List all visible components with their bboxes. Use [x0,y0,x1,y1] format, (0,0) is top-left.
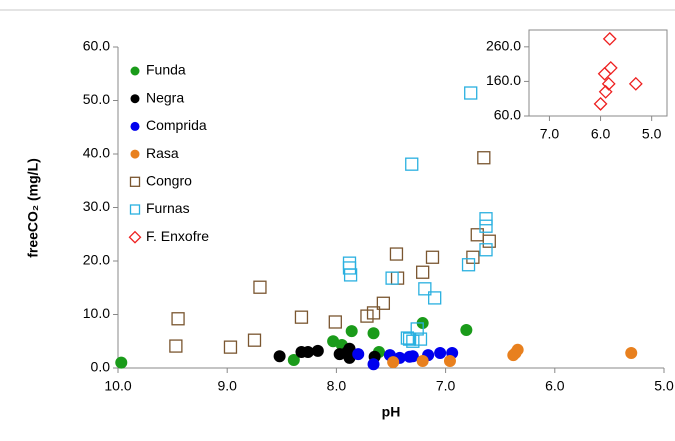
y-tick-label: 10.0 [83,305,110,321]
point [425,250,440,264]
point [253,280,267,294]
point [479,219,493,233]
y-tick-label: 60.0 [494,107,521,123]
x-tick-label: 5.0 [654,378,674,394]
point [345,325,358,338]
point [169,339,183,353]
point [115,356,128,369]
point [416,355,429,368]
legend-label: Rasa [146,145,179,161]
legend-label: Funda [146,62,186,78]
point [343,268,358,282]
point [405,157,419,171]
point [479,212,493,226]
point [402,332,417,346]
x-tick-label: 10.0 [104,378,131,394]
point [628,76,643,91]
y-tick-label: 20.0 [83,252,110,268]
point [602,31,617,46]
legend-marker [130,66,140,76]
point [311,344,324,357]
y-tick-label: 30.0 [83,198,110,214]
point [343,342,356,355]
legend-label: Negra [146,89,184,105]
point [443,355,456,368]
x-tick-label: 7.0 [436,378,456,394]
point [413,332,428,346]
point [625,347,638,360]
point [406,350,419,363]
point [598,84,613,99]
point [410,322,424,336]
point [601,76,616,91]
point [416,265,430,279]
x-tick-label: 5.0 [642,126,662,142]
inset-frame [528,29,668,117]
point [387,356,400,369]
legend-label: Congro [146,173,192,189]
point [477,151,491,165]
point [385,271,399,285]
x-tick-label: 6.0 [591,126,611,142]
point [461,258,476,272]
point [470,228,484,242]
point [171,312,185,326]
legend-marker [128,230,142,244]
point [352,348,365,361]
y-tick-label: 40.0 [83,145,110,161]
point [287,353,300,366]
point [294,310,309,324]
point [511,343,524,356]
point [428,291,442,305]
legend-marker [129,176,141,187]
point [482,234,496,248]
point [247,333,262,347]
point [366,306,381,320]
x-tick-label: 6.0 [545,378,565,394]
y-tick-label: 50.0 [83,91,110,107]
point [593,96,608,111]
legend-label: F. Enxofre [146,228,209,244]
point [367,358,380,371]
legend-marker [130,121,140,131]
point [479,243,493,257]
point [367,327,380,340]
legend-marker [129,204,141,215]
y-tick-label: 60.0 [83,38,110,54]
point [342,256,357,270]
point [328,315,342,329]
point [389,247,404,261]
legend-marker [130,94,140,104]
point [460,324,473,337]
x-axis-title: pH [382,404,401,420]
legend-label: Furnas [146,200,190,216]
point [223,340,238,354]
point [376,296,391,310]
point [273,350,286,363]
point [302,345,315,358]
x-tick-label: 8.0 [327,378,347,394]
point [418,282,432,296]
point [597,66,612,81]
y-tick-label: 160.0 [486,72,521,88]
y-axis-title: freeCO₂ (mg/L) [25,158,41,258]
point [464,86,478,100]
y-tick-label: 0.0 [91,359,111,375]
point [434,347,447,360]
legend-label: Comprida [146,117,207,133]
x-tick-label: 7.0 [540,126,560,142]
point [342,261,357,275]
x-tick-label: 9.0 [217,378,237,394]
y-tick-label: 260.0 [486,38,521,54]
legend-marker [130,149,140,159]
point [466,250,480,264]
